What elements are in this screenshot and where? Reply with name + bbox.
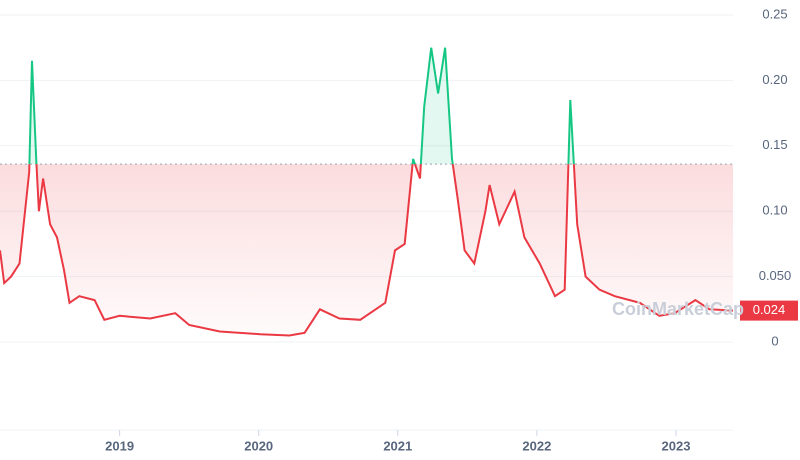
y-tick-label: 0.20 (762, 72, 787, 87)
y-tick-label: 0.15 (762, 137, 787, 152)
y-tick-label: 0 (771, 333, 778, 348)
x-tick-label: 2021 (383, 438, 412, 453)
y-tick-label: 0.25 (762, 6, 787, 21)
x-tick-label: 2023 (662, 438, 691, 453)
last-price-label: 0.024 (753, 302, 786, 317)
y-tick-label: 0.10 (762, 203, 787, 218)
watermark: CoinMarketCap (612, 299, 744, 319)
x-tick-label: 2022 (522, 438, 551, 453)
last-price-box (740, 300, 798, 321)
x-tick-label: 2019 (105, 438, 134, 453)
x-tick-label: 2020 (244, 438, 273, 453)
area-down (0, 164, 733, 336)
area-up (29, 47, 574, 165)
price-line-down (0, 164, 733, 337)
price-line-up (28, 47, 575, 165)
y-tick-label: 0.050 (759, 268, 792, 283)
